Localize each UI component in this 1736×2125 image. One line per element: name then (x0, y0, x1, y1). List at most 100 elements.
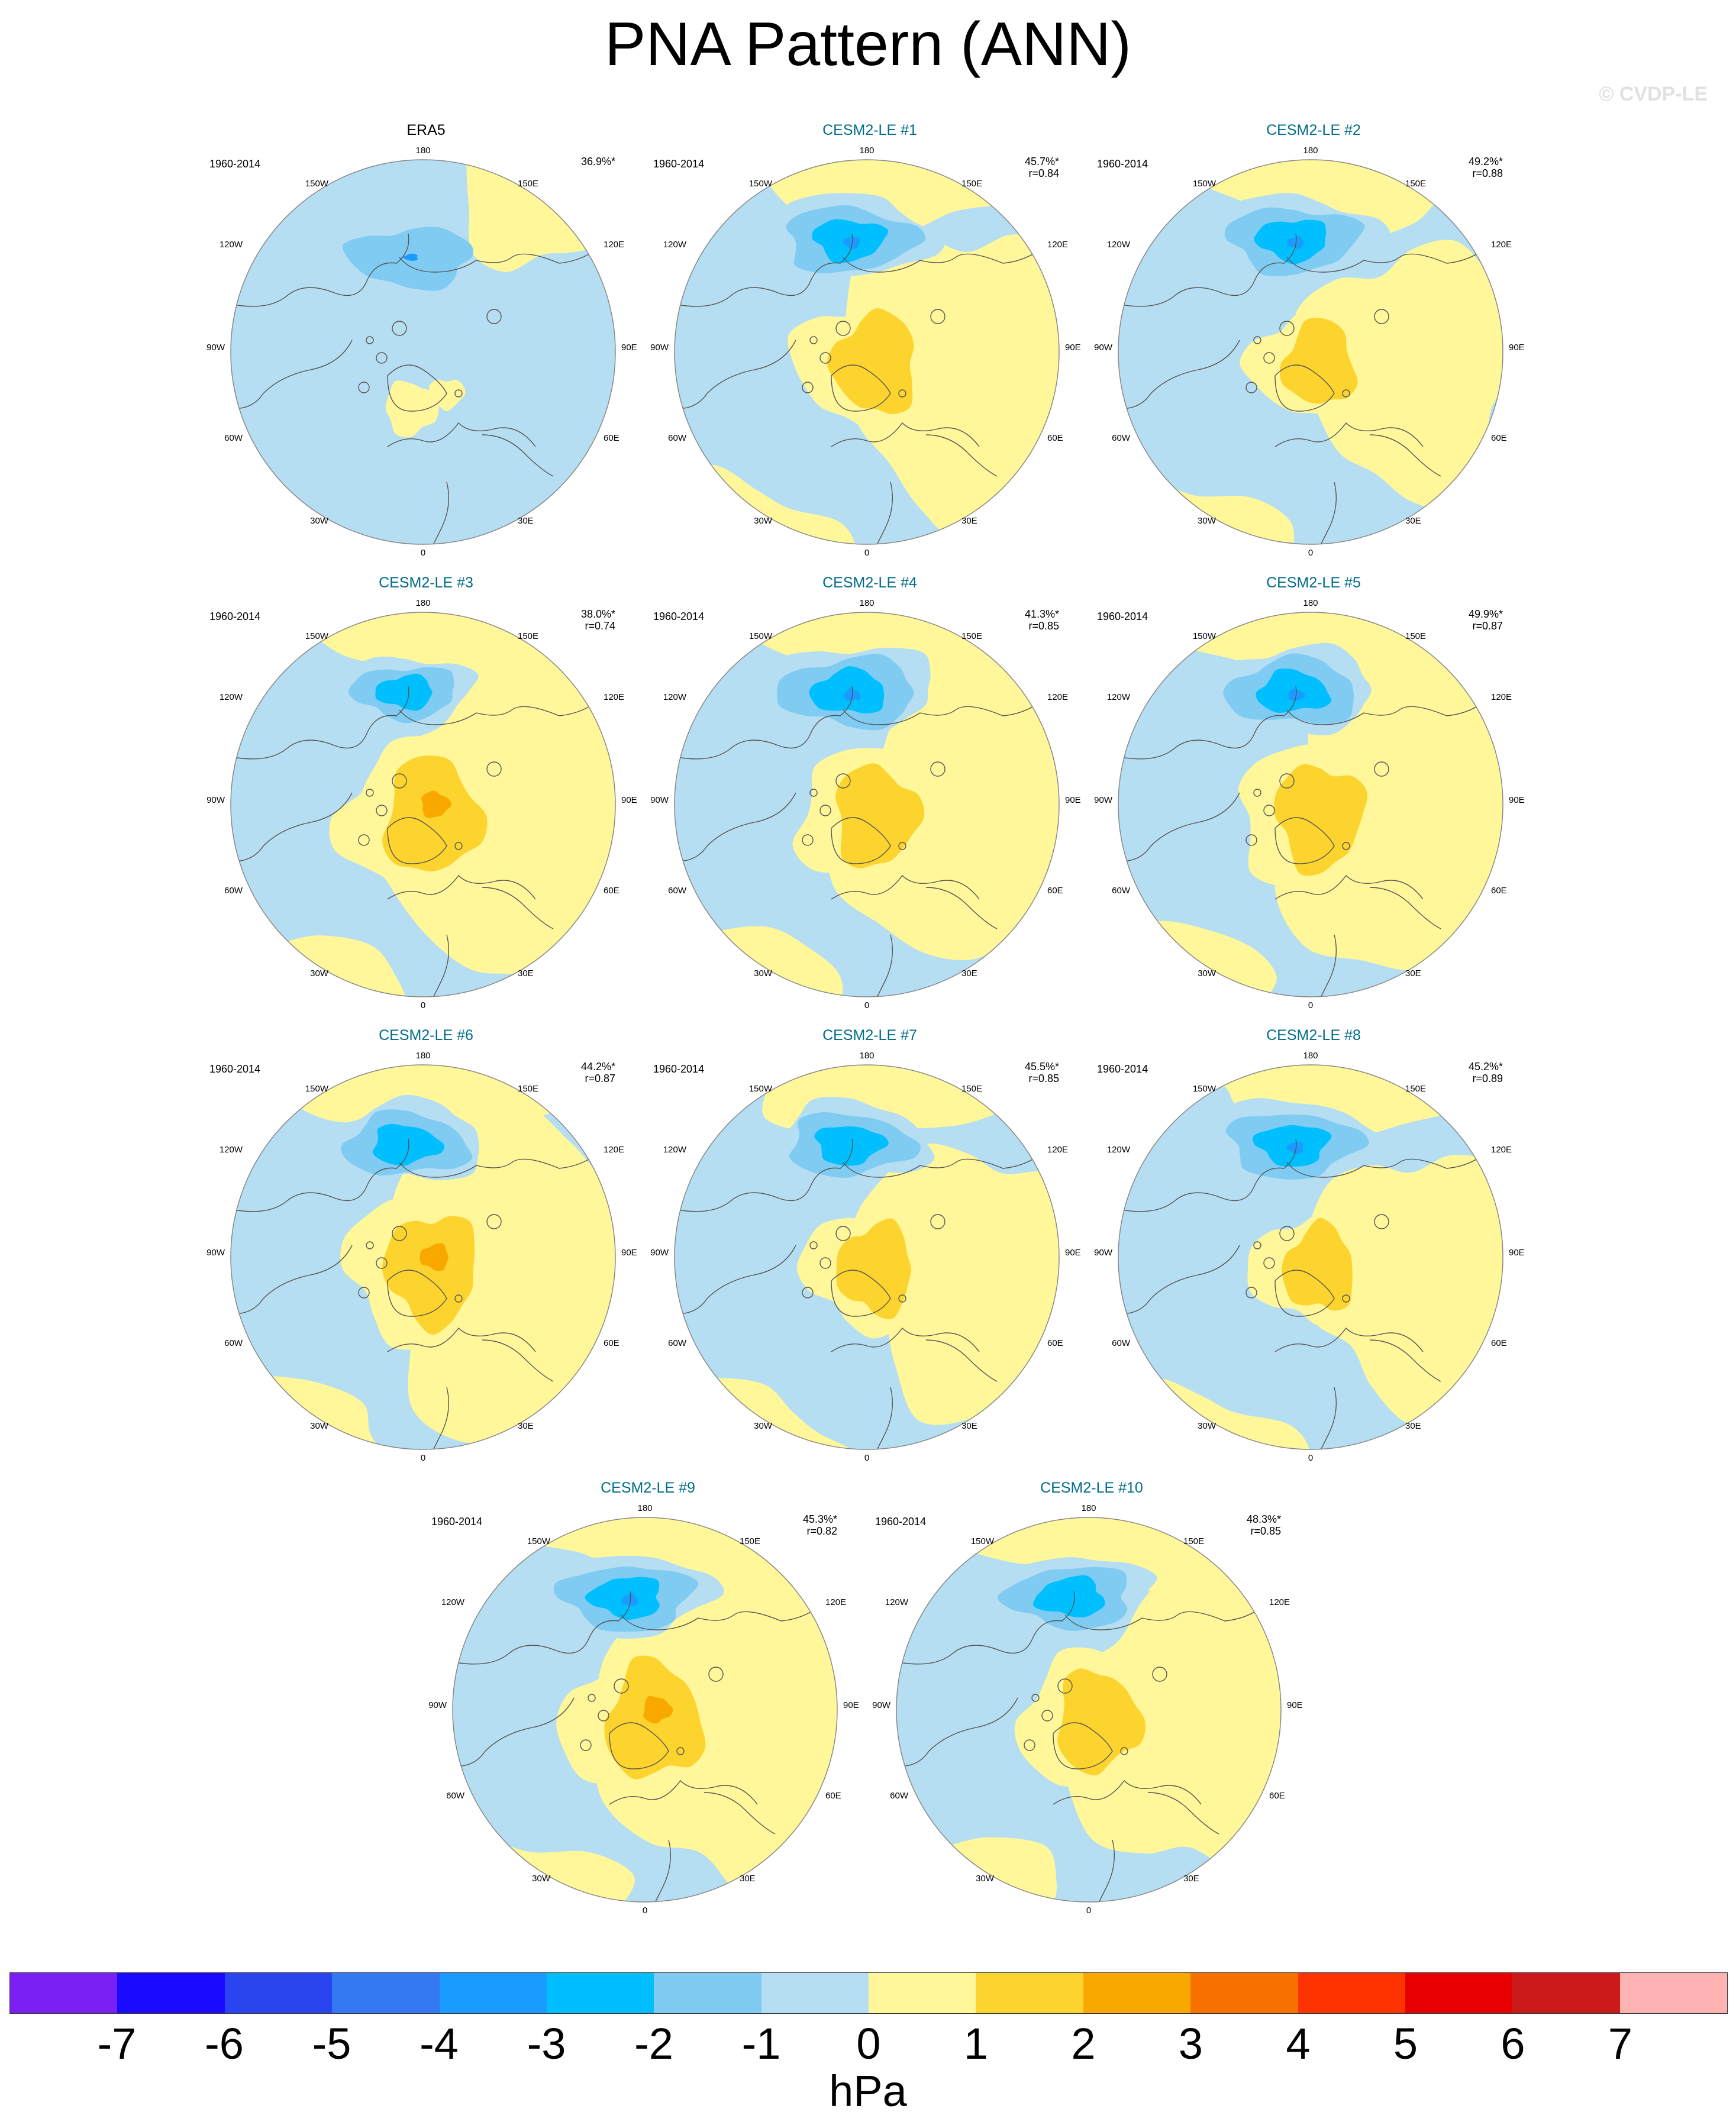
panel-title: CESM2-LE #5 (1266, 574, 1361, 591)
coastline (675, 792, 796, 862)
polar-map (1118, 1064, 1503, 1450)
coastline (866, 934, 893, 997)
panel-title: CESM2-LE #1 (822, 122, 917, 138)
coastline (1369, 887, 1441, 929)
longitude-label: 150E (1405, 1084, 1427, 1094)
longitude-label: 120W (663, 1144, 686, 1155)
island (358, 834, 370, 846)
colorbar-segment (869, 1973, 976, 2013)
panel-title: CESM2-LE #6 (379, 1027, 473, 1044)
island (376, 352, 388, 364)
colorbar-segment (224, 1973, 333, 2013)
longitude-label: 90E (621, 795, 637, 805)
longitude-label: 90W (1094, 343, 1112, 353)
coastline (644, 1839, 671, 1902)
positive-anomaly (1057, 1668, 1145, 1775)
coastline (843, 1144, 1051, 1178)
coastline (896, 1697, 1018, 1767)
panel-title: ERA5 (406, 122, 446, 138)
positive-anomaly (836, 1218, 911, 1320)
colorbar-segment (1190, 1973, 1298, 2013)
longitude-label: 30E (961, 1421, 977, 1431)
polar-map (230, 1064, 616, 1450)
coastline (1286, 692, 1495, 725)
map-panel: CESM2-LE #7 1960-2014 45.5%* r=0.85 180 150E 1… (645, 1026, 1095, 1464)
coastline (387, 817, 447, 864)
longitude-label: 90E (621, 343, 637, 353)
colorbar-tick-label: 1 (963, 2019, 989, 2068)
longitude-label: 150E (961, 179, 983, 189)
pct-variance: 41.3%* (1024, 608, 1059, 620)
coastline (675, 1245, 796, 1315)
longitude-label: 120W (441, 1597, 464, 1607)
positive-anomaly (1274, 764, 1368, 876)
longitude-label: 180 (415, 146, 431, 156)
pct-variance: 49.9%* (1468, 608, 1503, 620)
map-border (674, 612, 1060, 997)
colorbar-segment (546, 1973, 654, 2013)
coastline (387, 1327, 536, 1352)
colorbar-segment (10, 1973, 118, 2013)
pattern-correlation: r=0.87 (1472, 620, 1503, 632)
coastlines (231, 1138, 607, 1449)
coastline (455, 1591, 631, 1665)
island (486, 309, 502, 324)
island (358, 1287, 370, 1299)
island (1031, 1694, 1040, 1702)
polar-map (1118, 612, 1503, 997)
coastline (1053, 1780, 1202, 1805)
island (819, 1257, 831, 1269)
variance-stat: 45.7%* r=0.84 (1025, 156, 1059, 179)
pct-variance: 45.3%* (802, 1513, 837, 1525)
longitude-label: 60E (604, 1338, 619, 1348)
map-border (230, 159, 616, 545)
island (1263, 352, 1275, 364)
positive-anomaly (643, 1696, 673, 1724)
island (898, 842, 906, 850)
colorbar-tick-label: -4 (420, 2019, 459, 2068)
island (366, 789, 374, 797)
longitude-label: 90W (206, 1248, 225, 1258)
colorbar-tick-label: 7 (1608, 2019, 1633, 2068)
figure-title: PNA Pattern (ANN) (604, 10, 1132, 79)
island (676, 1747, 685, 1755)
longitude-label: 30E (1405, 968, 1421, 978)
island (819, 805, 831, 816)
longitude-label: 150W (305, 1084, 328, 1094)
longitude-label: 60E (1491, 1338, 1507, 1348)
colorbar-tick-label: -7 (97, 2019, 137, 2068)
island (392, 773, 407, 789)
coastline (831, 1270, 891, 1317)
positive-anomaly (466, 160, 615, 272)
longitude-label: 30W (310, 968, 328, 978)
coastline (422, 482, 449, 544)
longitude-label: 30W (976, 1874, 994, 1884)
coastline (399, 1144, 607, 1178)
longitude-label: 90E (1509, 1248, 1525, 1258)
coastline (831, 1327, 980, 1352)
coastline (609, 1780, 758, 1805)
polar-map (674, 1064, 1060, 1450)
longitude-label: 180 (415, 598, 431, 608)
colorbar-segment (761, 1973, 869, 2013)
map-border (1118, 159, 1503, 545)
pct-variance: 45.5%* (1024, 1061, 1059, 1073)
coastline (1310, 482, 1337, 544)
longitude-label: 90W (650, 1248, 669, 1258)
longitude-label: 120W (885, 1597, 908, 1607)
colorbar-segment (1083, 1973, 1191, 2013)
longitude-label: 60W (668, 885, 686, 896)
polar-map (674, 159, 1060, 545)
island (809, 789, 818, 797)
period-label: 1960-2014 (1097, 1063, 1148, 1075)
colorbar-tick-label: 3 (1178, 2019, 1203, 2068)
longitude-label: 60E (604, 432, 619, 443)
negative-anomaly (621, 1593, 638, 1607)
longitude-label: 90W (206, 343, 225, 353)
colorbar-tick-label: 2 (1071, 2019, 1096, 2068)
coastlines (896, 1591, 1273, 1902)
colorbar-segment (439, 1973, 547, 2013)
longitude-label: 30W (754, 1421, 772, 1431)
colorbar-segment (654, 1973, 761, 2013)
longitude-label: 30E (961, 968, 977, 978)
